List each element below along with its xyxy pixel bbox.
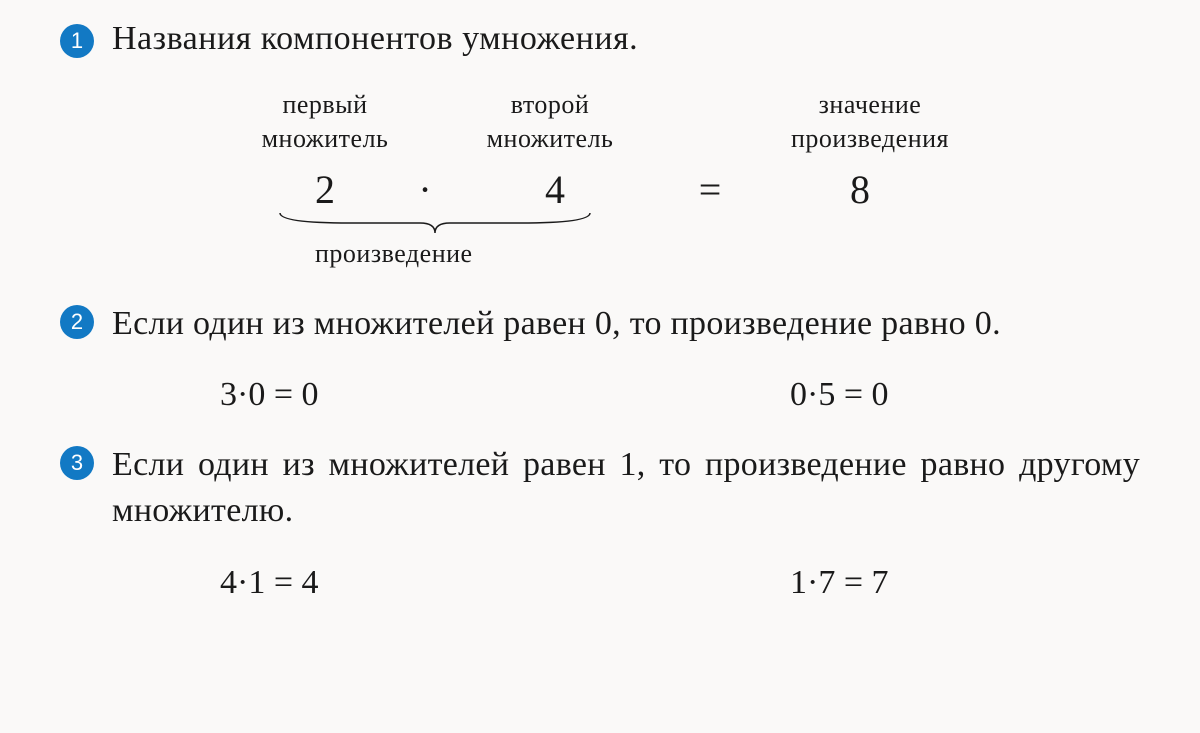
item-1-content: Названия компонентов умножения. xyxy=(112,20,1140,58)
item-3: 3 Если один из множителей равен 1, то пр… xyxy=(60,442,1140,534)
curly-brace-icon xyxy=(275,211,595,241)
equals-sign: = xyxy=(670,166,750,213)
label-product-value: значение произведения xyxy=(740,88,1000,156)
label-first-factor: первый множитель xyxy=(220,88,430,156)
label-third-line2: произведения xyxy=(740,122,1000,156)
item-1-title: Названия компонентов умножения. xyxy=(112,20,1140,58)
label-second-line1: второй xyxy=(430,88,670,122)
bullet-2: 2 xyxy=(60,305,94,339)
operand-1: 2 xyxy=(220,166,430,213)
brace-label: произведение xyxy=(315,239,473,269)
item-3-content: Если один из множителей равен 1, то прои… xyxy=(112,442,1140,534)
label-first-line1: первый xyxy=(220,88,430,122)
equation: 2 · 4 = 8 xyxy=(220,166,1020,213)
label-second-line2: множитель xyxy=(430,122,670,156)
bullet-1: 1 xyxy=(60,24,94,58)
item-2-example-1: 3·0 = 0 xyxy=(220,376,640,414)
multiplication-diagram: первый множитель второй множитель значен… xyxy=(220,88,1020,271)
label-second-factor: второй множитель xyxy=(430,88,670,156)
item-2-example-2: 0·5 = 0 xyxy=(790,376,1090,414)
result: 8 xyxy=(770,166,950,213)
item-2-text: Если один из множителей равен 0, то прои… xyxy=(112,301,1140,347)
item-2-content: Если один из множителей равен 0, то прои… xyxy=(112,301,1140,347)
item-3-example-1: 4·1 = 4 xyxy=(220,564,640,602)
item-1: 1 Названия компонентов умножения. xyxy=(60,20,1140,58)
bullet-3: 3 xyxy=(60,446,94,480)
item-3-example-2: 1·7 = 7 xyxy=(790,564,1090,602)
item-2: 2 Если один из множителей равен 0, то пр… xyxy=(60,301,1140,347)
diagram-labels: первый множитель второй множитель значен… xyxy=(220,88,1020,156)
label-third-line1: значение xyxy=(740,88,1000,122)
operator-dot: · xyxy=(400,166,450,213)
item-3-text: Если один из множителей равен 1, то прои… xyxy=(112,442,1140,534)
item-3-examples: 4·1 = 4 1·7 = 7 xyxy=(220,564,1140,602)
label-first-line2: множитель xyxy=(220,122,430,156)
item-2-examples: 3·0 = 0 0·5 = 0 xyxy=(220,376,1140,414)
operand-2: 4 xyxy=(460,166,650,213)
brace-area: произведение xyxy=(220,211,1020,271)
